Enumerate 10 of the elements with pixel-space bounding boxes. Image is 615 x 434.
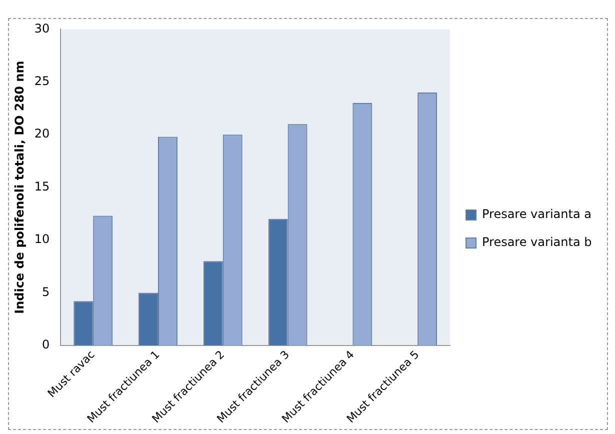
y-tick-label: 0 bbox=[42, 338, 50, 352]
legend-label: Presare varianta b bbox=[482, 235, 592, 250]
y-tick-label: 30 bbox=[34, 21, 50, 36]
y-tick-label: 15 bbox=[34, 179, 50, 194]
y-tick-label: 25 bbox=[34, 74, 50, 88]
legend-label: Presare varianta a bbox=[482, 207, 592, 222]
y-tick-label: 5 bbox=[42, 284, 50, 299]
y-tick-label: 20 bbox=[34, 126, 50, 141]
y-axis-title: Indice de polifenoli totali, DO 280 nm bbox=[12, 60, 26, 314]
y-tick-label: 10 bbox=[34, 232, 50, 246]
